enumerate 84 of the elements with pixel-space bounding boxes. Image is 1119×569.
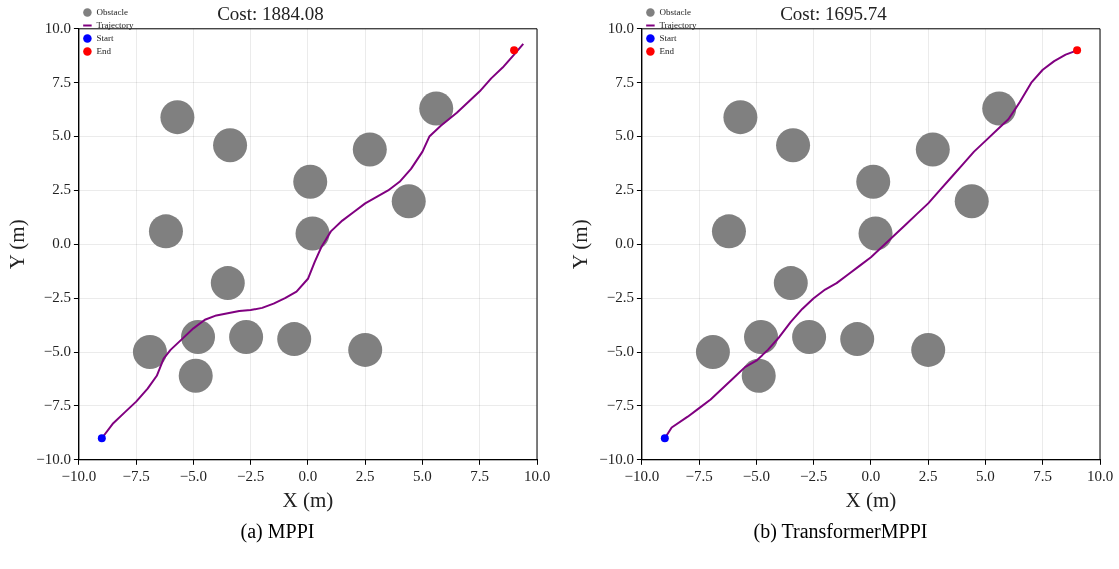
x-axis-title: X (m) <box>845 487 897 512</box>
legend-label: Obstacle <box>96 6 128 17</box>
point <box>982 91 1017 126</box>
legend-label: End <box>96 45 112 56</box>
text: (b) TransformerMPPI <box>753 520 928 543</box>
point <box>229 319 264 354</box>
x-axis-title: X (m) <box>282 487 334 512</box>
y-tick-label: 2.5 <box>615 181 634 198</box>
x-tick-label: −5.0 <box>742 467 771 484</box>
point <box>391 184 426 219</box>
x-tick-label: −2.5 <box>800 467 828 484</box>
x-tick-label: 0.0 <box>298 467 318 484</box>
point <box>510 46 519 55</box>
y-axis-title: Y (m) <box>568 219 593 270</box>
y-tick-label: 7.5 <box>615 73 634 90</box>
x-tick-label: −2.5 <box>237 467 265 484</box>
y-tick-label: 7.5 <box>52 73 71 90</box>
x-tick-label: 7.5 <box>470 467 490 484</box>
point <box>419 91 454 126</box>
point <box>348 332 383 367</box>
x-tick-label: 2.5 <box>355 467 375 484</box>
legend-label: Trajectory <box>659 19 698 30</box>
y-tick-label: −7.5 <box>43 396 71 413</box>
point <box>744 319 779 354</box>
legend-label: Start <box>96 32 114 43</box>
x-tick-label: 5.0 <box>976 467 995 484</box>
point <box>915 132 950 167</box>
point <box>277 322 312 357</box>
point <box>840 322 875 357</box>
point <box>773 266 808 301</box>
point <box>856 164 891 199</box>
chart-title: Cost: 1884.08 <box>217 3 324 25</box>
point <box>181 319 216 354</box>
point <box>660 434 669 443</box>
point <box>776 128 811 163</box>
y-tick-label: −10.0 <box>599 450 634 467</box>
point <box>295 216 330 251</box>
point <box>858 216 893 251</box>
y-axis-title: Y (m) <box>5 219 30 270</box>
point <box>352 132 387 167</box>
point <box>293 164 328 199</box>
point <box>132 335 167 370</box>
point <box>97 434 106 443</box>
point <box>695 335 730 370</box>
y-tick-label: 5.0 <box>52 127 71 144</box>
y-tick-label: −10.0 <box>36 450 71 467</box>
x-tick-label: −7.5 <box>685 467 713 484</box>
x-tick-label: 0.0 <box>861 467 881 484</box>
y-tick-label: 10.0 <box>44 19 71 36</box>
y-tick-label: −2.5 <box>606 289 634 306</box>
x-tick-label: −5.0 <box>179 467 208 484</box>
point <box>711 214 746 249</box>
y-tick-label: −7.5 <box>606 396 634 413</box>
chart-title: Cost: 1695.74 <box>780 3 888 25</box>
x-tick-label: −7.5 <box>122 467 150 484</box>
point <box>1073 46 1082 55</box>
point <box>741 358 776 393</box>
legend-label: Trajectory <box>96 19 135 30</box>
y-tick-label: −5.0 <box>606 342 634 359</box>
y-tick-label: 5.0 <box>615 127 634 144</box>
x-tick-label: 2.5 <box>918 467 938 484</box>
text: (a) MPPI <box>240 520 315 543</box>
point <box>213 128 248 163</box>
legend-label: Obstacle <box>659 6 691 17</box>
x-tick-label: 10.0 <box>523 467 551 484</box>
point <box>954 184 989 219</box>
y-tick-label: −5.0 <box>43 342 71 359</box>
y-tick-label: 10.0 <box>607 19 634 36</box>
point <box>160 100 195 135</box>
point <box>178 358 213 393</box>
x-tick-label: 5.0 <box>413 467 432 484</box>
y-tick-label: 0.0 <box>615 235 634 252</box>
x-tick-label: 7.5 <box>1033 467 1053 484</box>
y-tick-label: 0.0 <box>52 235 71 252</box>
y-tick-label: 2.5 <box>52 181 71 198</box>
point <box>792 319 827 354</box>
point <box>148 214 183 249</box>
point <box>723 100 758 135</box>
y-tick-label: −2.5 <box>43 289 71 306</box>
point <box>911 332 946 367</box>
legend-label: End <box>659 45 675 56</box>
legend-label: Start <box>659 32 677 43</box>
x-tick-label: 10.0 <box>1086 467 1114 484</box>
point <box>210 266 245 301</box>
